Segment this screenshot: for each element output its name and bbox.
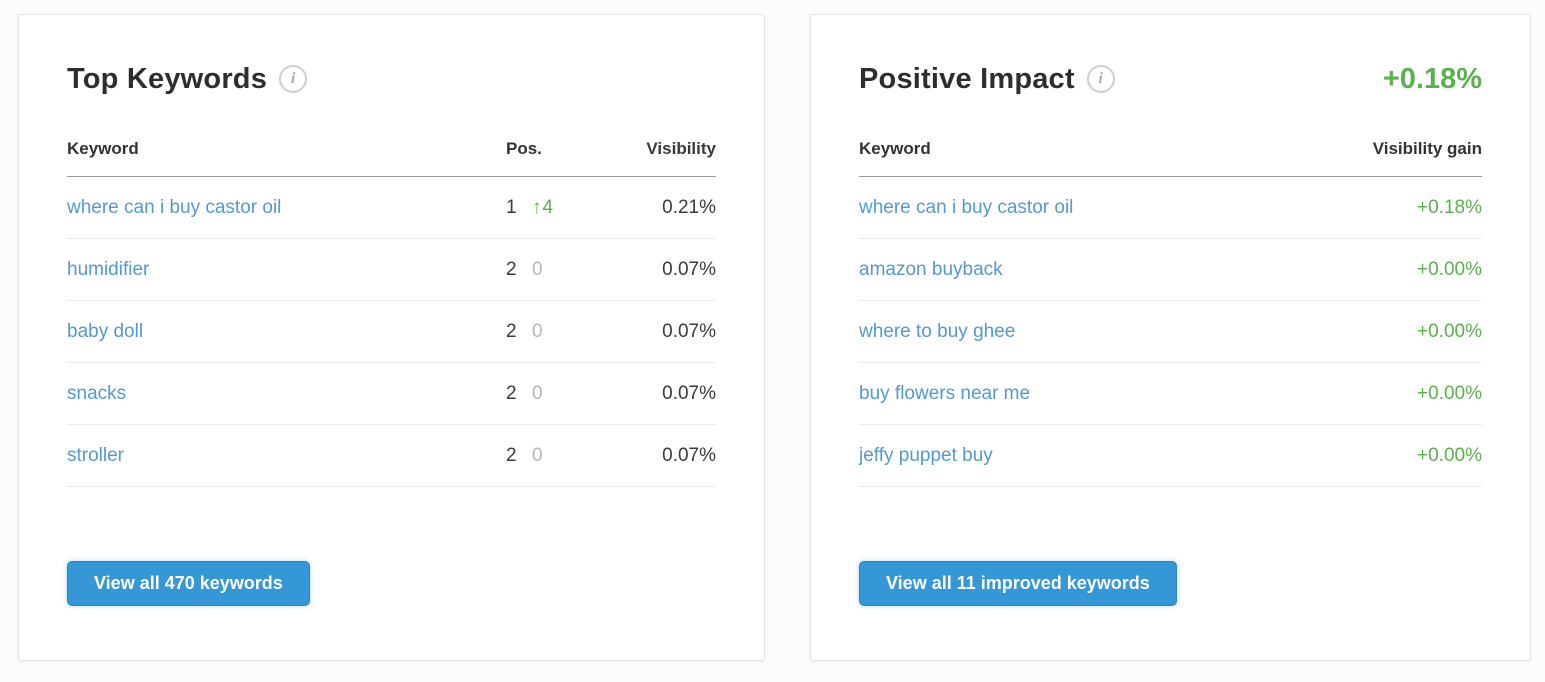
positive-impact-header: Positive Impact i +0.18% — [859, 59, 1482, 99]
visibility-value: 0.07% — [662, 320, 716, 342]
keyword-link[interactable]: where to buy ghee — [859, 320, 1016, 342]
top-keywords-card: Top Keywords i Keyword Pos. Visibility w… — [18, 14, 765, 661]
column-header-visibility-gain: Visibility gain — [1372, 139, 1482, 158]
table-row: baby doll 2 0 0.07% — [67, 301, 716, 363]
visibility-gain-value: +0.18% — [1417, 196, 1482, 218]
page-title: Positive Impact — [859, 62, 1075, 95]
up-arrow-icon: ↑ — [532, 196, 542, 218]
page-title: Top Keywords — [67, 62, 268, 95]
table-row: humidifier 2 0 0.07% — [67, 239, 716, 301]
visibility-gain-value: +0.00% — [1417, 320, 1482, 342]
position-change: 0 — [532, 383, 543, 405]
position-value: 2 — [506, 320, 517, 342]
visibility-value: 0.07% — [662, 382, 716, 404]
position-change: 0 — [532, 321, 543, 343]
table-header-row: Keyword Pos. Visibility — [67, 139, 716, 177]
keyword-link[interactable]: baby doll — [67, 320, 144, 342]
table-row: jeffy puppet buy +0.00% — [859, 425, 1482, 487]
info-icon[interactable]: i — [1086, 65, 1115, 93]
visibility-value: 0.07% — [662, 258, 716, 280]
keyword-link[interactable]: where can i buy castor oil — [67, 196, 282, 218]
position-change-value: 0 — [532, 258, 543, 280]
table-row: stroller 2 0 0.07% — [67, 425, 716, 487]
position-value: 1 — [506, 196, 517, 218]
keyword-link[interactable]: jeffy puppet buy — [859, 444, 993, 466]
table-header-row: Keyword Visibility gain — [859, 139, 1482, 177]
total-visibility-gain: +0.18% — [1382, 62, 1482, 95]
keyword-link[interactable]: humidifier — [67, 258, 150, 280]
column-header-keyword: Keyword — [859, 139, 931, 158]
position-change: 0 — [532, 445, 543, 467]
view-all-improved-keywords-button[interactable]: View all 11 improved keywords — [859, 561, 1177, 606]
position-value: 2 — [506, 258, 517, 280]
keyword-link[interactable]: stroller — [67, 444, 125, 466]
visibility-value: 0.21% — [662, 196, 716, 218]
keyword-link[interactable]: snacks — [67, 382, 127, 404]
table-row: amazon buyback +0.00% — [859, 239, 1482, 301]
position-change-value: 0 — [532, 320, 543, 342]
position-value: 2 — [506, 382, 517, 404]
table-row: buy flowers near me +0.00% — [859, 363, 1482, 425]
top-keywords-header: Top Keywords i — [67, 59, 716, 99]
table-row: where can i buy castor oil +0.18% — [859, 177, 1482, 239]
table-row: where to buy ghee +0.00% — [859, 301, 1482, 363]
position-change-value: 0 — [532, 382, 543, 404]
visibility-gain-value: +0.00% — [1417, 444, 1482, 466]
position-change-value: 0 — [532, 444, 543, 466]
info-icon[interactable]: i — [279, 65, 308, 93]
position-change: 0 — [532, 259, 543, 281]
column-header-keyword: Keyword — [67, 139, 139, 158]
keyword-link[interactable]: amazon buyback — [859, 258, 1003, 280]
positive-impact-card: Positive Impact i +0.18% Keyword Visibil… — [810, 14, 1531, 661]
keyword-link[interactable]: buy flowers near me — [859, 382, 1031, 404]
view-all-keywords-button[interactable]: View all 470 keywords — [67, 561, 310, 606]
column-header-visibility: Visibility — [646, 139, 716, 158]
column-header-pos: Pos. — [506, 139, 542, 158]
keyword-link[interactable]: where can i buy castor oil — [859, 196, 1074, 218]
position-value: 2 — [506, 444, 517, 466]
visibility-value: 0.07% — [662, 444, 716, 466]
table-row: snacks 2 0 0.07% — [67, 363, 716, 425]
position-change-value: 4 — [542, 196, 554, 218]
table-row: where can i buy castor oil 1 ↑4 0.21% — [67, 177, 716, 239]
visibility-gain-value: +0.00% — [1417, 382, 1482, 404]
visibility-gain-value: +0.00% — [1417, 258, 1482, 280]
position-change: ↑4 — [532, 197, 553, 219]
